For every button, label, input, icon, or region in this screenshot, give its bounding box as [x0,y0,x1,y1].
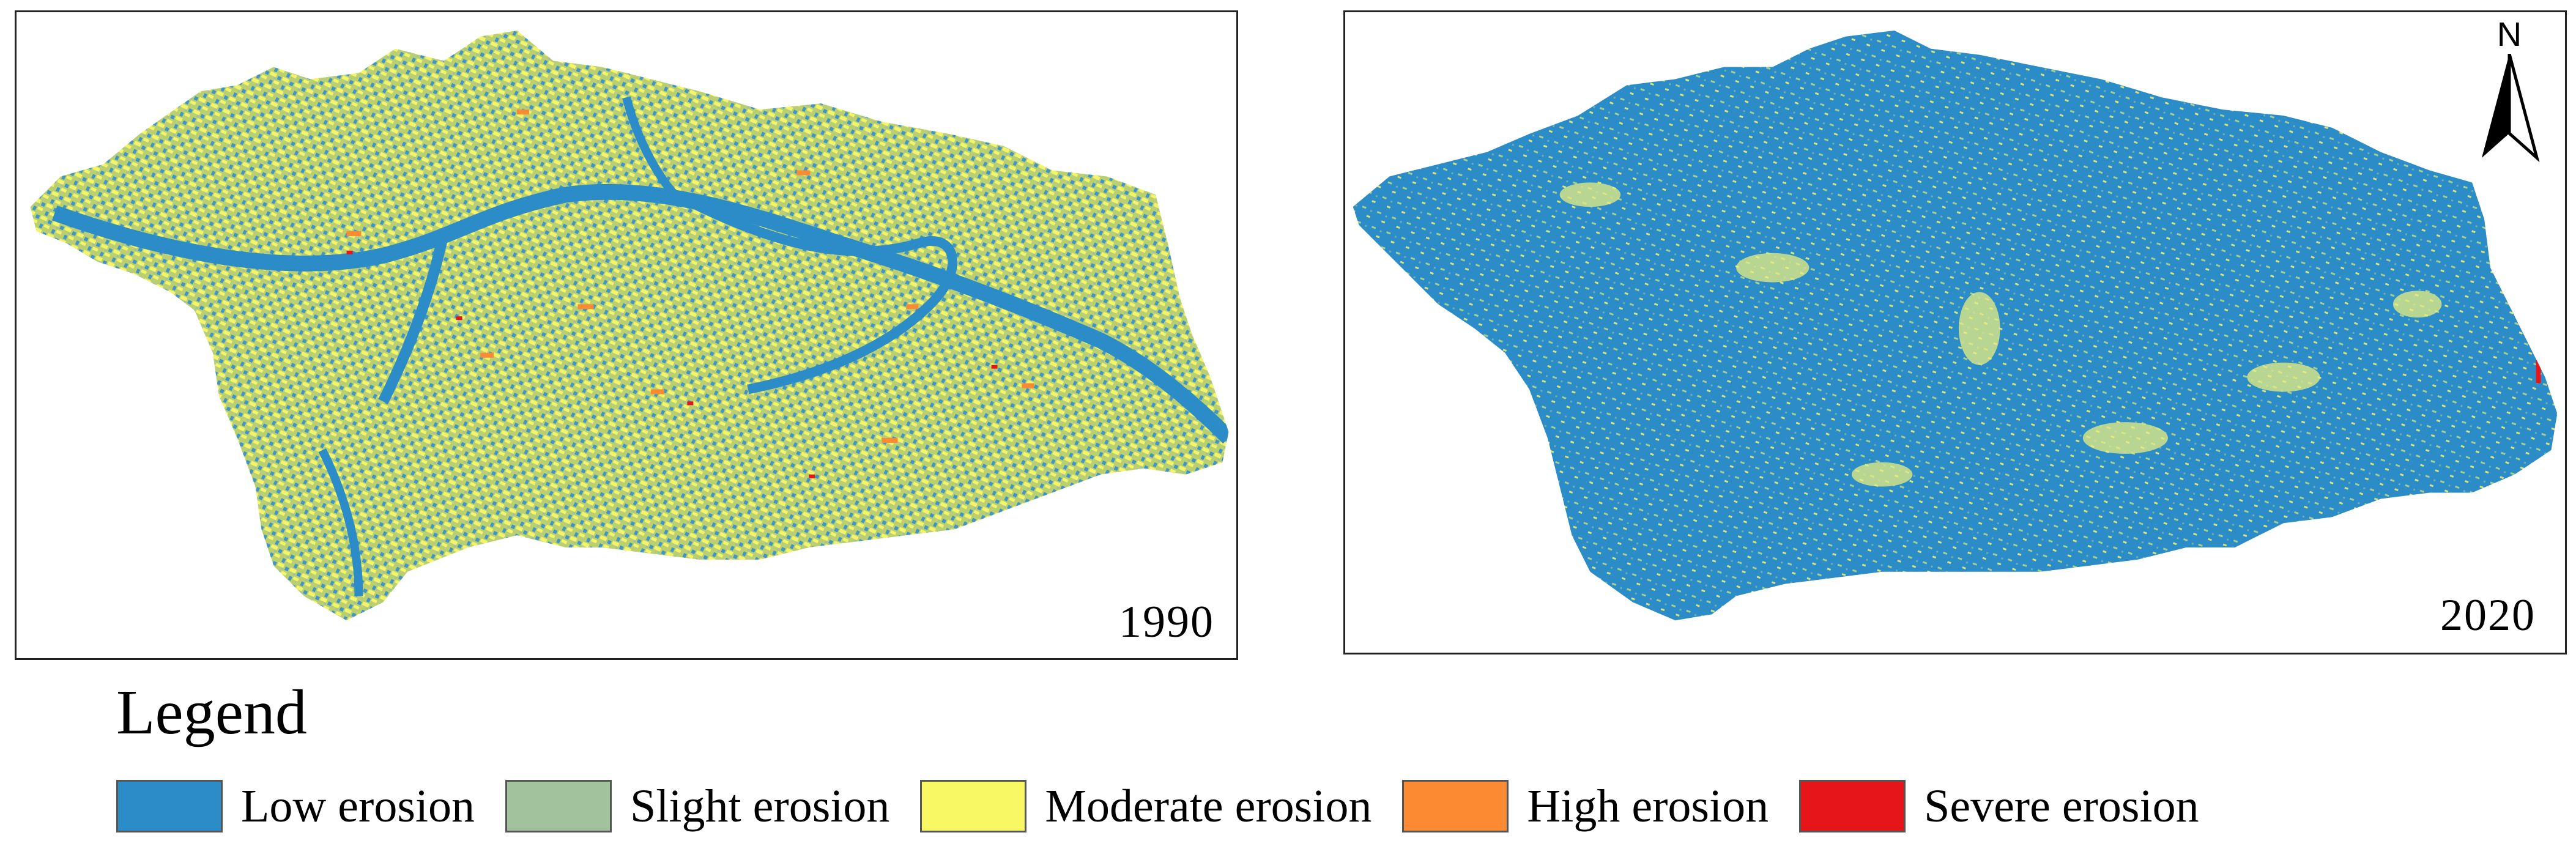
north-label: N [2496,15,2522,53]
erosion-map-1990 [30,30,1229,621]
legend-label: Moderate erosion [1045,780,1372,832]
legend-item-high: High erosion [1402,780,1769,832]
map-year-label: 1990 [1119,597,1214,647]
legend: Low erosion Slight erosion Moderate eros… [116,780,2230,832]
legend-swatch [1402,780,1509,832]
map-panel-1990: 1990 [15,10,1238,660]
legend-swatch [920,780,1027,832]
north-arrow-icon [2482,54,2540,163]
legend-label: Low erosion [241,780,475,832]
legend-item-slight: Slight erosion [505,780,889,832]
watershed-1990 [30,30,1229,621]
legend-label: Severe erosion [1924,780,2199,832]
legend-item-low: Low erosion [116,780,475,832]
map-panel-2020: N 2020 [1343,10,2567,654]
legend-swatch [505,780,612,832]
legend-item-severe: Severe erosion [1799,780,2199,832]
legend-swatch [1799,780,1906,832]
watershed-2020 [1353,30,2558,621]
legend-swatch [116,780,223,832]
north-arrow: N [2476,17,2543,170]
map-year-label: 2020 [2440,590,2536,640]
legend-title: Legend [116,677,307,747]
legend-label: High erosion [1527,780,1769,832]
legend-item-moderate: Moderate erosion [920,780,1372,832]
erosion-map-2020 [1353,30,2558,621]
legend-label: Slight erosion [630,780,890,832]
